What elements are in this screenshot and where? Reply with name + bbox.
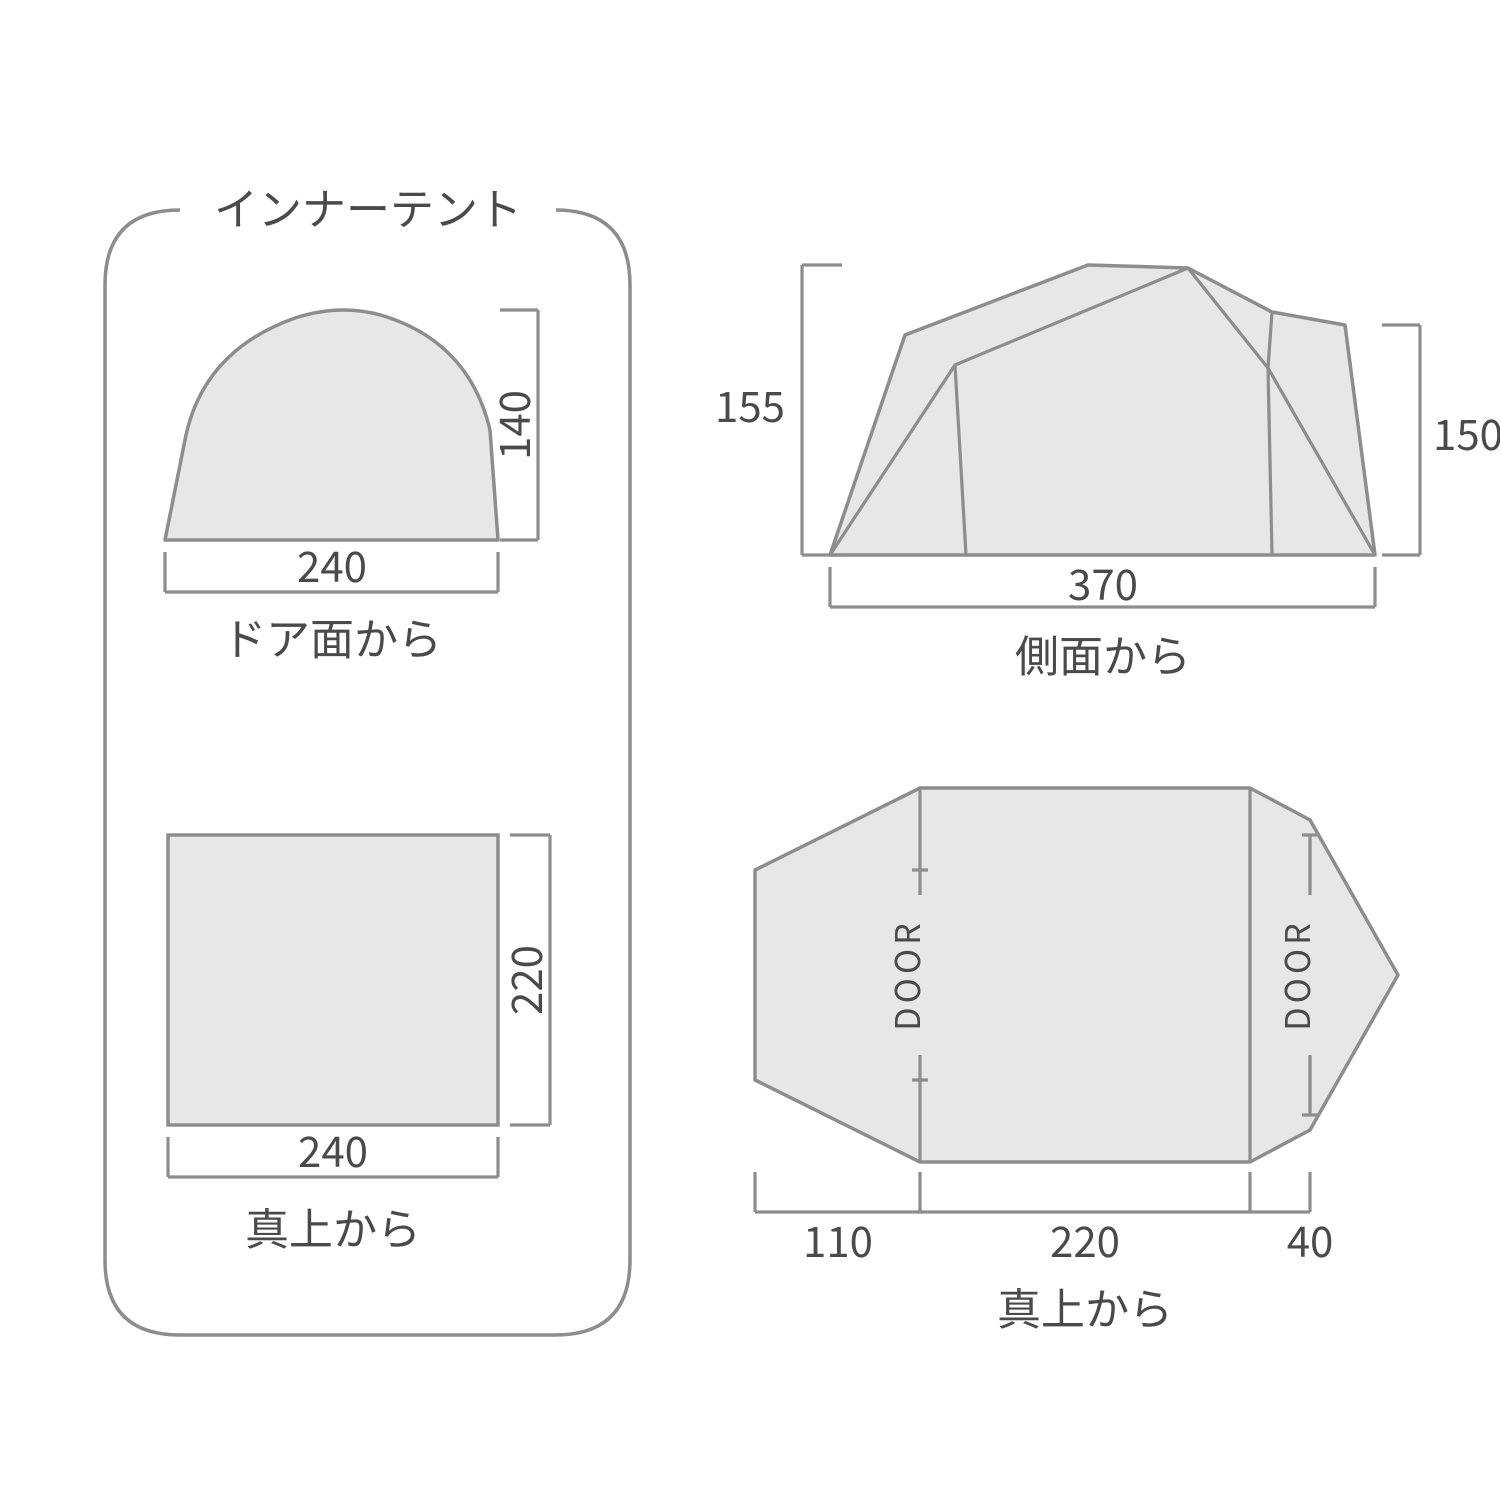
side-view: 155 150 370 側面から [715, 265, 1500, 685]
door-right-label: DOOR [1271, 919, 1320, 1030]
dim-240a-value: 240 [297, 534, 367, 595]
dim-370-value: 370 [1068, 552, 1138, 613]
door-left-label: DOOR [881, 919, 930, 1030]
dim-240b-value: 240 [298, 1119, 368, 1180]
side-view-label: 側面から [1015, 621, 1191, 685]
outer-top-view: DOOR DOOR 110 220 40 真上から [755, 788, 1398, 1338]
dim-155-value: 155 [715, 374, 785, 435]
outer-top-label: 真上から [997, 1274, 1173, 1338]
dim-40 [1250, 1172, 1310, 1212]
dim-40-value: 40 [1287, 1209, 1334, 1270]
dim-220b [920, 1172, 1250, 1212]
dim-140-value: 140 [482, 390, 543, 460]
inner-tent-group: インナーテント 140 240 ドア面から [105, 174, 630, 1335]
dim-155 [802, 265, 842, 555]
dim-220b-value: 220 [1050, 1209, 1120, 1270]
door-view-label: ドア面から [222, 604, 442, 668]
dome-shape [165, 310, 498, 540]
dim-150 [1382, 325, 1420, 555]
dim-220a-value: 220 [494, 945, 555, 1015]
tent-spec-diagram: インナーテント 140 240 ドア面から [0, 0, 1500, 1500]
dim-150-value: 150 [1433, 402, 1500, 463]
inner-top-rect [168, 835, 498, 1125]
inner-top-label: 真上から [245, 1194, 421, 1258]
inner-door-view: 140 240 ドア面から [165, 310, 543, 668]
inner-title: インナーテント [214, 174, 522, 238]
dim-110-value: 110 [803, 1209, 873, 1270]
dim-110 [755, 1172, 920, 1212]
inner-top-view: 220 240 真上から [168, 835, 555, 1258]
